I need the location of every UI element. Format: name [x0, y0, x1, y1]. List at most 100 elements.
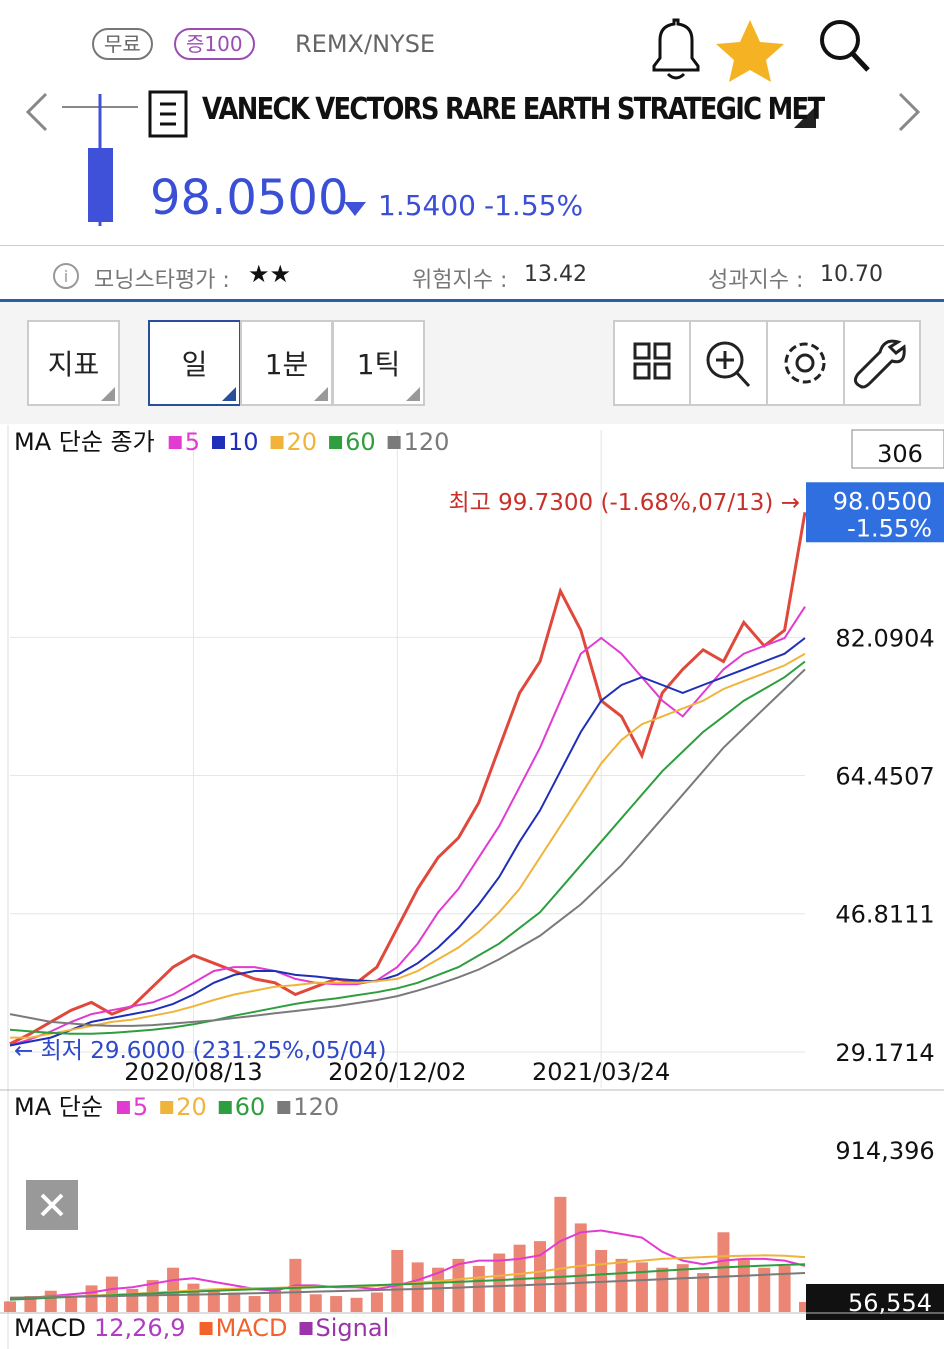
volume-bar — [85, 1285, 98, 1312]
stars: ★★ — [248, 260, 292, 288]
legend-label: 20 — [287, 428, 318, 456]
badge: 무료 — [92, 28, 153, 60]
tool-button[interactable]: 일 — [148, 320, 241, 406]
label: 일 — [181, 348, 208, 381]
security-name: VANECK VECTORS RARE EARTH STRATEGIC MET — [202, 92, 825, 127]
legend-swatch — [329, 436, 343, 449]
legend-swatch — [270, 436, 284, 449]
header-icons[interactable] — [640, 12, 900, 82]
legend-label: 60 — [345, 428, 376, 456]
volume-bar — [370, 1292, 383, 1312]
ticker: REMX/NYSE — [295, 30, 436, 58]
volume-bar — [167, 1267, 180, 1312]
last-change: -1.55% — [847, 514, 932, 542]
volume-bar — [24, 1296, 37, 1312]
legend-title: MA 단순 — [14, 1093, 103, 1121]
volume-bar — [65, 1297, 78, 1312]
volume-bar — [350, 1297, 363, 1312]
volume-bar — [758, 1267, 771, 1312]
ma-line — [9, 1272, 806, 1299]
legend-label: Signal — [316, 1314, 390, 1342]
legend-swatch — [387, 436, 401, 449]
prev[interactable] — [25, 92, 48, 132]
volume-bar — [697, 1273, 710, 1312]
legend-swatch — [160, 1101, 174, 1114]
legend-label: 120 — [404, 428, 450, 456]
legend-params: 12,26,9 — [94, 1314, 186, 1342]
x-tick-label: 2021/03/24 — [532, 1058, 670, 1086]
legend-label: 60 — [235, 1093, 266, 1121]
volume-bar — [737, 1258, 750, 1312]
tool-button[interactable]: 지표 — [27, 320, 120, 406]
volume-bar — [656, 1267, 669, 1312]
label: 지표 — [47, 348, 100, 381]
divider — [0, 299, 944, 302]
volume-bar — [228, 1292, 241, 1312]
volume-bar — [309, 1294, 322, 1312]
change: 1.5400 — [378, 189, 476, 222]
volume-bar — [534, 1241, 546, 1312]
volume-bar — [452, 1258, 465, 1312]
legend-swatch — [168, 436, 182, 449]
legend-swatch — [277, 1101, 291, 1114]
divider — [0, 245, 944, 246]
legend-swatch — [299, 1322, 313, 1335]
ma-line — [9, 668, 806, 1027]
volume-bar — [126, 1288, 139, 1312]
legend-label: 10 — [228, 428, 259, 456]
risk: 13.42 — [524, 262, 587, 287]
volume-bar — [717, 1232, 730, 1312]
change-pct: -1.55% — [484, 189, 584, 222]
legend-label: 120 — [293, 1093, 339, 1121]
legend-label: 20 — [176, 1093, 207, 1121]
volume-bar — [391, 1249, 404, 1312]
volume-bar — [635, 1262, 648, 1312]
ma-line — [9, 637, 806, 1047]
nav — [25, 90, 921, 226]
y-tick-label: 82.0904 — [835, 624, 934, 652]
price: 98.0500 — [150, 170, 349, 226]
volume-bar — [432, 1267, 445, 1312]
tool-button[interactable]: 1틱 — [332, 320, 425, 406]
volume-bar — [778, 1265, 791, 1312]
price-line — [9, 512, 807, 1046]
y-tick-label: 64.4507 — [835, 763, 934, 791]
ma-line — [9, 660, 806, 1035]
volume-bar — [493, 1253, 506, 1312]
volume-bar — [574, 1223, 587, 1312]
volume-bar — [4, 1301, 16, 1312]
label: 1틱 — [356, 348, 401, 381]
risk-label: 위험지수 : — [412, 268, 508, 293]
volume-bar — [615, 1258, 628, 1312]
last-price-box — [806, 482, 944, 543]
legend-label: 5 — [185, 428, 200, 456]
legend-swatch — [116, 1101, 130, 1114]
tool-icons[interactable] — [613, 320, 921, 406]
info-icon[interactable]: i — [52, 262, 80, 290]
volume-bar — [554, 1196, 567, 1312]
y-tick-label: 46.8111 — [835, 901, 934, 929]
ma-line — [9, 1263, 806, 1301]
volume-bar — [207, 1290, 220, 1312]
ma-line — [9, 606, 806, 1047]
last-price: 98.0500 — [833, 487, 932, 515]
volume-bar — [187, 1283, 200, 1312]
legend-title: MACD — [14, 1314, 86, 1342]
high-annotation: 최고 99.7300 (-1.68%,07/13) → — [448, 490, 800, 516]
rating-label: 모닝스타평가 : — [94, 268, 230, 293]
volume-bar — [330, 1296, 343, 1312]
volume-bar — [472, 1265, 485, 1312]
legend-label: MACD — [216, 1314, 288, 1342]
legend-swatch — [218, 1101, 232, 1114]
x-tick-label: 2020/08/13 — [124, 1058, 262, 1086]
next[interactable] — [898, 92, 921, 132]
close-button[interactable] — [26, 1180, 78, 1230]
y-tick-label: 914,396 — [835, 1137, 934, 1165]
badge: 증100 — [174, 28, 255, 60]
perf-label: 성과지수 : — [708, 268, 804, 293]
legend-swatch — [199, 1322, 213, 1335]
count-box — [851, 429, 944, 469]
legend-title: MA 단순 종가 — [14, 428, 155, 456]
